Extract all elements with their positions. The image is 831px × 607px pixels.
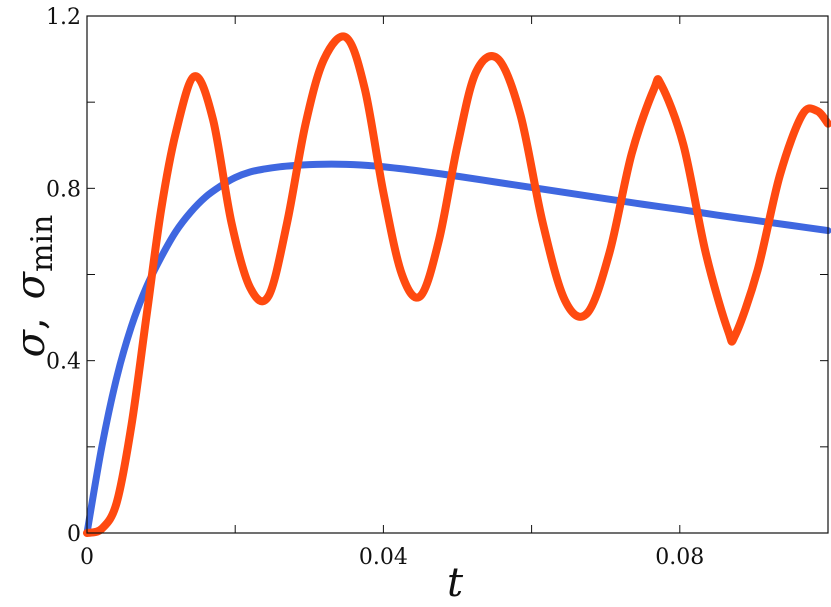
y-tick-label: 0.8 <box>46 177 81 202</box>
tick-label-layer: 0 0.04 0.08 0 0.4 0.8 1.2 <box>46 5 704 570</box>
series-line-2 <box>83 32 831 537</box>
x-tick-label: 0.04 <box>359 545 408 570</box>
y-axis-label-sigma: σ <box>8 328 54 357</box>
series-line-1 <box>83 160 831 537</box>
x-tick-label: 0.08 <box>655 545 704 570</box>
y-tick-label: 1.2 <box>46 5 81 30</box>
ticks-layer <box>86 15 829 534</box>
y-axis-label-subscript: min <box>25 215 60 272</box>
y-tick-label: 0 <box>67 522 81 547</box>
x-tick-label: 0 <box>80 545 94 570</box>
y-axis-label-comma: , <box>8 317 54 330</box>
plot-background <box>87 16 828 533</box>
y-axis-label: σ,σmin <box>8 215 60 358</box>
series-layer <box>83 32 831 537</box>
y-tick-label: 0.4 <box>46 350 81 375</box>
x-axis-label: t <box>447 560 464 603</box>
y-axis-label-sigma-min: σ <box>8 270 54 299</box>
svg-text:σ,σmin: σ,σmin <box>8 215 60 358</box>
